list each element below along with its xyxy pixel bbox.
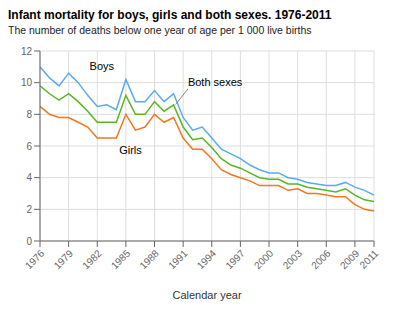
html-text:The number of deaths below one: The number of deaths below one year of a… xyxy=(8,24,312,36)
svg-text:2003: 2003 xyxy=(281,247,305,271)
svg-text:1976: 1976 xyxy=(23,247,47,271)
svg-text:2011: 2011 xyxy=(357,247,380,270)
svg-text:1979: 1979 xyxy=(52,247,76,271)
svg-text:2: 2 xyxy=(26,204,32,215)
svg-text:10: 10 xyxy=(21,77,33,88)
svg-text:2000: 2000 xyxy=(252,247,276,271)
svg-text:1994: 1994 xyxy=(195,247,219,271)
svg-text:1982: 1982 xyxy=(80,247,104,271)
svg-text:1997: 1997 xyxy=(223,247,247,271)
svg-text:1988: 1988 xyxy=(137,247,161,271)
svg-text:8: 8 xyxy=(26,109,32,120)
html-text:Infant mortality for boys, gir: Infant mortality for boys, girls and bot… xyxy=(8,8,332,22)
svg-text:6: 6 xyxy=(26,141,32,152)
svg-text:2009: 2009 xyxy=(338,247,362,271)
svg-text:Both sexes: Both sexes xyxy=(188,76,243,88)
svg-text:Boys: Boys xyxy=(90,60,115,72)
svg-text:4: 4 xyxy=(26,172,32,183)
svg-text:Girls: Girls xyxy=(119,144,142,156)
svg-text:12: 12 xyxy=(21,46,33,57)
svg-text:0: 0 xyxy=(26,236,32,247)
svg-text:1991: 1991 xyxy=(166,247,190,271)
svg-text:Calendar year: Calendar year xyxy=(172,289,241,301)
svg-text:2006: 2006 xyxy=(309,247,333,271)
svg-text:1985: 1985 xyxy=(109,247,133,271)
